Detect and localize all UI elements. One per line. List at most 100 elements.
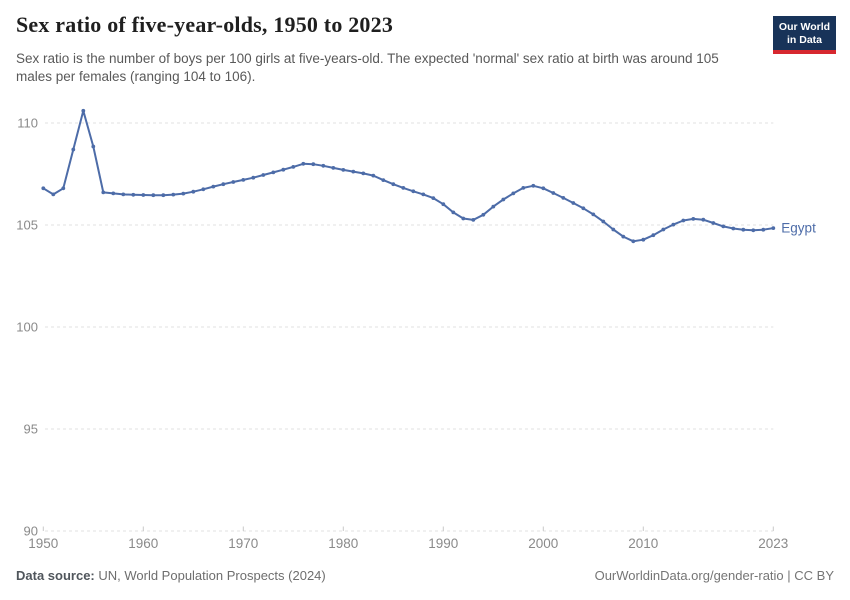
data-series[interactable]: Egypt <box>41 108 816 244</box>
data-point-2012[interactable] <box>661 227 666 232</box>
data-point-2011[interactable] <box>651 233 656 238</box>
data-point-1969[interactable] <box>231 180 236 184</box>
data-point-2016[interactable] <box>701 217 706 222</box>
y-tick-label-100: 100 <box>16 320 38 335</box>
data-point-1971[interactable] <box>251 175 256 180</box>
data-point-1952[interactable] <box>61 186 66 191</box>
data-point-1988[interactable] <box>421 192 426 197</box>
data-point-2008[interactable] <box>621 234 626 239</box>
data-point-1976[interactable] <box>301 161 306 166</box>
data-point-1997[interactable] <box>511 191 516 196</box>
data-point-1985[interactable] <box>391 182 396 187</box>
y-tick-label-110: 110 <box>17 116 38 131</box>
data-point-2001[interactable] <box>551 191 556 195</box>
data-point-2006[interactable] <box>601 219 606 224</box>
data-point-2023[interactable] <box>771 226 776 231</box>
data-point-1982[interactable] <box>361 171 366 176</box>
data-point-1960[interactable] <box>141 193 146 197</box>
data-point-1975[interactable] <box>291 165 296 169</box>
data-point-1979[interactable] <box>331 166 336 170</box>
data-point-1991[interactable] <box>451 210 456 215</box>
y-tick-label-90: 90 <box>24 524 38 539</box>
gridlines: 90 95 100 105 110 <box>16 116 774 539</box>
data-point-1968[interactable] <box>221 182 226 187</box>
page-title: Sex ratio of five-year-olds, 1950 to 202… <box>16 12 394 37</box>
footer-link: OurWorldinData.org/gender-ratio | CC BY <box>594 568 834 583</box>
data-point-1951[interactable] <box>51 192 56 197</box>
data-source-text: UN, World Population Prospects (2024) <box>94 568 326 583</box>
data-point-2022[interactable] <box>761 227 766 232</box>
data-point-1998[interactable] <box>521 186 526 190</box>
data-point-1958[interactable] <box>121 192 126 197</box>
data-point-1989[interactable] <box>431 196 436 201</box>
egypt-line[interactable] <box>42 109 775 243</box>
data-point-2014[interactable] <box>681 218 686 223</box>
data-point-1994[interactable] <box>481 212 486 217</box>
data-point-1961[interactable] <box>151 193 156 198</box>
data-point-1992[interactable] <box>461 216 466 221</box>
data-point-1959[interactable] <box>131 192 136 197</box>
data-point-2019[interactable] <box>731 226 736 231</box>
owid-logo-line2: in Data <box>786 33 822 46</box>
data-point-2018[interactable] <box>721 224 726 229</box>
x-tick-label-2010: 2010 <box>628 536 658 551</box>
data-point-1978[interactable] <box>321 163 326 168</box>
data-point-1956[interactable] <box>101 190 106 195</box>
data-point-1980[interactable] <box>341 168 346 172</box>
data-point-2002[interactable] <box>561 196 566 200</box>
data-point-1990[interactable] <box>441 202 446 207</box>
x-axis: 1950 1960 1970 1980 1990 2000 2010 2023 <box>28 526 788 551</box>
data-point-1963[interactable] <box>171 192 176 197</box>
data-point-2000[interactable] <box>541 186 546 191</box>
data-point-2021[interactable] <box>751 228 756 233</box>
series-label-egypt[interactable]: Egypt <box>781 221 816 236</box>
chart-footer: Data source: UN, World Population Prospe… <box>16 568 834 583</box>
data-point-1977[interactable] <box>311 162 316 167</box>
data-point-1986[interactable] <box>401 186 406 190</box>
data-point-1970[interactable] <box>241 178 246 182</box>
chart-subtitle: Sex ratio is the number of boys per 100 … <box>16 51 719 84</box>
owid-logo: Our World in Data <box>773 16 836 54</box>
data-point-1995[interactable] <box>491 204 496 209</box>
data-point-1964[interactable] <box>181 191 186 196</box>
x-tick-label-2000: 2000 <box>528 536 558 551</box>
data-point-1965[interactable] <box>191 189 196 194</box>
data-point-1954[interactable] <box>81 108 86 113</box>
owid-logo-line1: Our World <box>778 21 831 33</box>
data-point-1966[interactable] <box>201 187 206 192</box>
data-point-2015[interactable] <box>691 217 696 221</box>
data-point-2009[interactable] <box>631 239 636 244</box>
data-point-2010[interactable] <box>641 237 646 242</box>
data-point-1972[interactable] <box>261 173 266 177</box>
data-point-2005[interactable] <box>591 212 596 217</box>
data-point-1987[interactable] <box>411 189 416 194</box>
data-point-1999[interactable] <box>531 183 536 188</box>
data-point-2007[interactable] <box>611 227 616 232</box>
data-point-1974[interactable] <box>281 167 286 172</box>
x-tick-label-2023: 2023 <box>758 536 788 551</box>
data-point-1973[interactable] <box>271 170 276 175</box>
owid-logo-red-bar <box>773 50 836 54</box>
y-tick-label-95: 95 <box>24 422 38 437</box>
data-point-1983[interactable] <box>371 173 376 178</box>
line-chart[interactable]: 90 95 100 105 110 1950 1960 1970 1980 1990 2000 20… <box>0 0 850 560</box>
data-point-1953[interactable] <box>71 147 76 152</box>
data-point-1957[interactable] <box>111 191 116 196</box>
y-tick-label-105: 105 <box>16 218 38 233</box>
x-tick-label-1960: 1960 <box>128 536 158 551</box>
data-point-2003[interactable] <box>571 201 576 205</box>
data-point-2004[interactable] <box>581 206 586 211</box>
data-point-1981[interactable] <box>351 169 356 174</box>
data-point-1962[interactable] <box>161 193 166 198</box>
data-point-1955[interactable] <box>91 144 96 149</box>
data-point-1993[interactable] <box>471 218 476 222</box>
data-point-2017[interactable] <box>711 221 716 225</box>
data-point-2013[interactable] <box>671 222 676 227</box>
data-point-1967[interactable] <box>211 184 216 189</box>
data-point-1996[interactable] <box>501 197 506 202</box>
x-tick-label-1950: 1950 <box>28 536 58 551</box>
data-point-1950[interactable] <box>41 186 46 191</box>
x-tick-label-1990: 1990 <box>428 536 458 551</box>
data-point-1984[interactable] <box>381 178 386 183</box>
data-point-2020[interactable] <box>741 227 746 232</box>
